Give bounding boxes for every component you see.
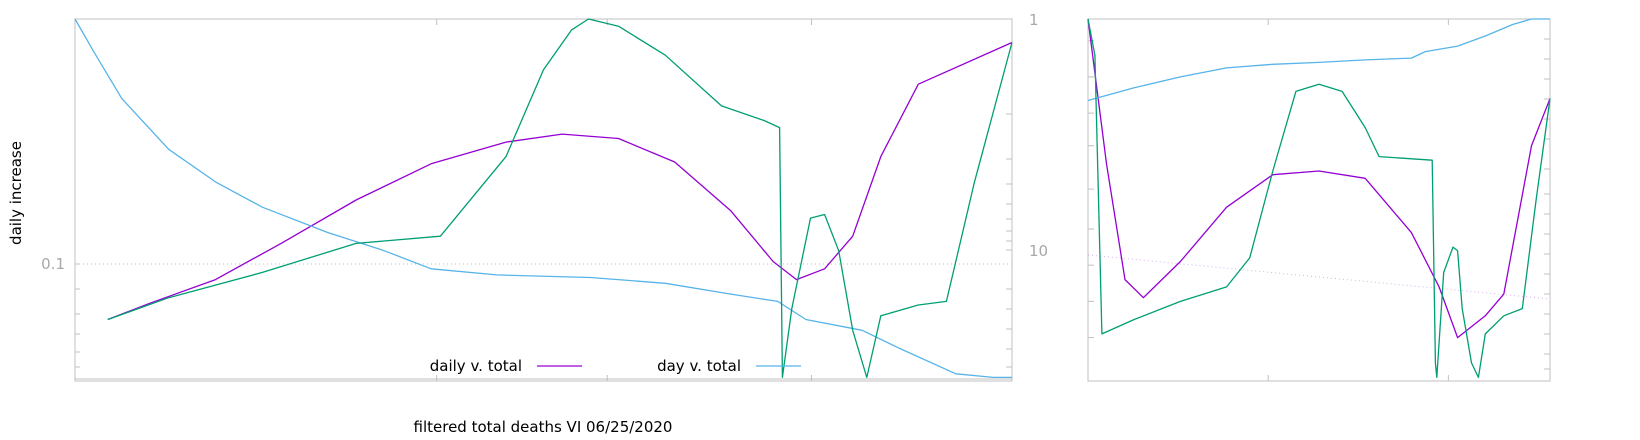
side-axis-ticks <box>1088 18 1550 381</box>
main-chart: 0.1 1 10 daily increase filtered total dea… <box>7 11 1048 436</box>
right-tick-label: 1 <box>1029 11 1039 29</box>
y-axis-label: daily increase <box>7 141 25 245</box>
side-reference-line <box>1087 254 1551 300</box>
side-chart <box>1087 18 1551 382</box>
legend-label: daily v. total <box>430 357 522 375</box>
left-tick-label: 0.1 <box>41 255 65 273</box>
x-axis-label: filtered total deaths VI 06/25/2020 <box>414 418 673 436</box>
side-series-curve-0 <box>1087 18 1551 339</box>
main-series-group <box>74 18 1013 379</box>
side-series-curve-2 <box>1087 18 1551 379</box>
legend-label: day v. total <box>657 357 741 375</box>
legend: daily v. total day v. total <box>430 357 801 375</box>
side-series-group <box>1087 18 1551 379</box>
side-plot-frame <box>1087 18 1551 382</box>
main-series-daily-v-total <box>107 41 1013 321</box>
main-axis-ticks <box>75 18 1013 381</box>
main-axis-tick-labels: 0.1 1 10 <box>41 11 1048 273</box>
side-series-curve-1 <box>1087 18 1550 102</box>
right-tick-label: 10 <box>1029 242 1048 260</box>
main-plot-frame <box>74 18 1013 382</box>
main-series-day-v-total <box>74 18 1012 379</box>
main-series-curve-2 <box>107 18 1013 379</box>
